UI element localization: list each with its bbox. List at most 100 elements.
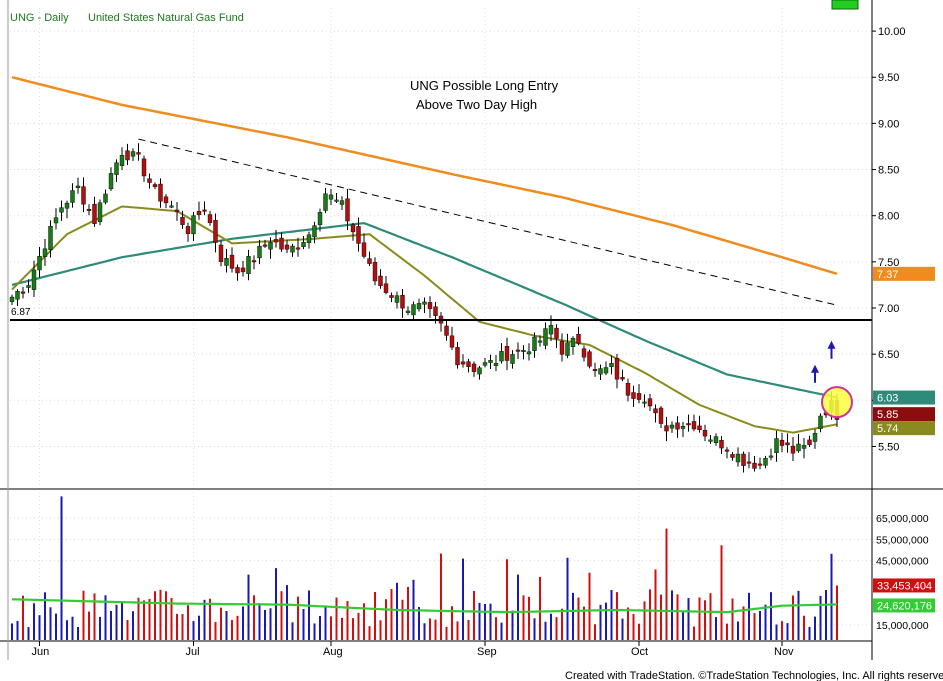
candle-body xyxy=(290,245,295,253)
candle-body xyxy=(504,345,510,361)
candle-body xyxy=(796,443,801,452)
price-tick-label: 10.00 xyxy=(878,26,906,38)
price-tick-label: 8.00 xyxy=(878,211,899,223)
candle-body xyxy=(268,241,273,250)
candle-body xyxy=(680,426,686,429)
candle-body xyxy=(163,196,169,204)
candle-body xyxy=(273,239,279,243)
volume-tick-label: 45,000,000 xyxy=(876,556,929,568)
price-tick-label: 9.50 xyxy=(878,72,899,84)
candle-body xyxy=(411,304,416,316)
candle-body xyxy=(708,439,713,442)
candle-body xyxy=(537,340,543,343)
candle-body xyxy=(350,224,356,233)
candle-body xyxy=(295,247,301,250)
candle-body xyxy=(724,449,730,452)
support-line-label: 6.87 xyxy=(11,307,31,318)
candle-body xyxy=(702,430,708,437)
volume-tick-label: 15,000,000 xyxy=(876,620,929,632)
price-tick-label: 6.50 xyxy=(878,349,899,361)
candle-body xyxy=(81,186,86,205)
moving-average-lines xyxy=(11,75,838,434)
candle-body xyxy=(53,217,59,224)
candle-body xyxy=(196,211,202,216)
candle-body xyxy=(603,367,609,374)
volume-tick-label: 55,000,000 xyxy=(876,534,929,546)
candle-body xyxy=(499,351,504,362)
candle-body xyxy=(730,454,735,458)
footer-credit: Created with TradeStation. ©TradeStation… xyxy=(565,670,943,681)
candle-body xyxy=(400,295,405,309)
candle-body xyxy=(658,407,664,424)
candle-body xyxy=(59,207,64,213)
candle-body xyxy=(471,363,477,372)
annotation-line-1: UNG Possible Long Entry xyxy=(410,78,559,93)
candle-body xyxy=(598,368,603,375)
volume-ma-line xyxy=(11,598,838,614)
value-tag-label: 24,620,176 xyxy=(877,600,932,612)
candle-body xyxy=(367,258,372,264)
candle-body xyxy=(207,214,213,223)
candle-body xyxy=(801,444,807,449)
candle-body xyxy=(559,341,565,355)
candle-body xyxy=(631,392,636,399)
candle-body xyxy=(592,369,598,372)
candle-body xyxy=(697,425,702,431)
month-label: Oct xyxy=(631,646,648,658)
candle-body xyxy=(493,363,499,366)
candle-body xyxy=(554,327,559,339)
up-arrow-icon xyxy=(827,340,836,349)
price-tick-label: 7.50 xyxy=(878,257,899,269)
candle-body xyxy=(180,216,185,225)
candle-body xyxy=(64,202,70,209)
value-tag-label: 5.85 xyxy=(877,409,898,421)
candle-body xyxy=(136,152,141,155)
candle-body xyxy=(807,439,812,445)
value-tag xyxy=(873,421,935,436)
candle-body xyxy=(9,296,15,302)
annotation-line-2: Above Two Day High xyxy=(416,97,537,112)
candle-body xyxy=(790,445,796,454)
candle-body xyxy=(691,421,697,430)
candle-body xyxy=(125,150,130,161)
candle-body xyxy=(361,242,367,257)
price-tick-label: 5.50 xyxy=(878,441,899,453)
candle-body xyxy=(48,225,53,250)
candle-body xyxy=(570,338,576,347)
candle-body xyxy=(394,295,400,303)
candle-body xyxy=(565,342,570,356)
candle-body xyxy=(262,244,268,247)
candle-body xyxy=(15,291,20,300)
candle-body xyxy=(427,302,433,309)
candle-body xyxy=(229,254,235,269)
candle-body xyxy=(752,462,757,469)
price-tick-label: 7.00 xyxy=(878,303,899,315)
candle-body xyxy=(636,393,642,400)
candle-body xyxy=(477,367,482,375)
candle-body xyxy=(251,260,257,263)
entry-highlight xyxy=(821,386,853,419)
candle-body xyxy=(312,225,317,238)
candle-body xyxy=(202,209,207,212)
candle-body xyxy=(405,310,411,313)
candle-body xyxy=(818,415,823,429)
candle-body xyxy=(625,383,631,396)
candle-body xyxy=(97,202,103,222)
ma200-line xyxy=(11,75,838,276)
value-tag xyxy=(873,266,935,281)
value-tag-label: 6.03 xyxy=(877,393,898,405)
candle-body xyxy=(86,209,92,211)
candle-body xyxy=(609,363,614,367)
candle-body xyxy=(455,347,460,366)
candle-body xyxy=(460,361,466,365)
candle-body xyxy=(614,358,620,380)
candle-body xyxy=(779,439,785,446)
candle-body xyxy=(185,226,191,234)
candle-body xyxy=(334,199,339,202)
candle-body xyxy=(746,461,752,464)
month-label: Aug xyxy=(323,646,343,658)
candle-body xyxy=(42,248,48,257)
candle-body xyxy=(279,237,284,250)
ma50-line xyxy=(11,221,838,399)
